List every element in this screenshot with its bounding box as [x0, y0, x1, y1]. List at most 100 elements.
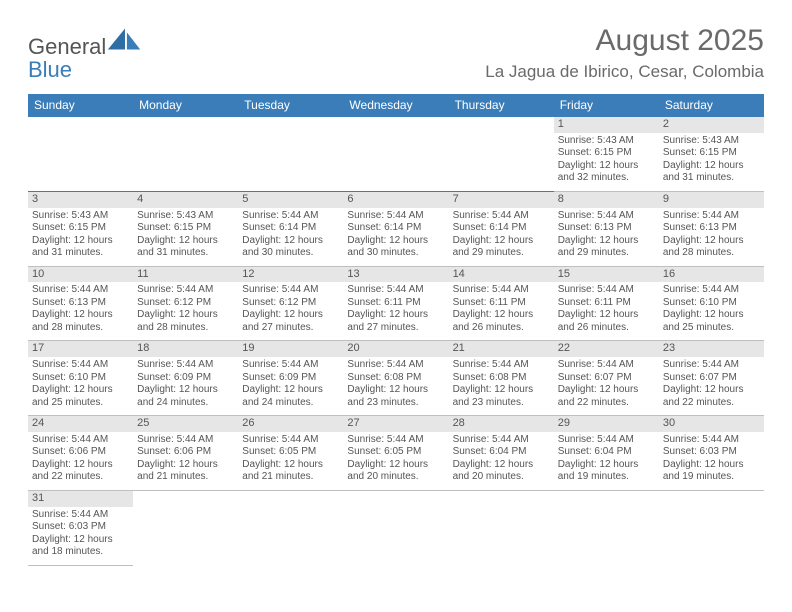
- sunset-text: Sunset: 6:05 PM: [347, 446, 444, 459]
- day-cell: 25Sunrise: 5:44 AMSunset: 6:06 PMDayligh…: [133, 416, 238, 491]
- daylight-text: Daylight: 12 hours and 28 minutes.: [663, 235, 760, 260]
- daylight-text: Daylight: 12 hours and 19 minutes.: [663, 459, 760, 484]
- day-cell: [238, 117, 343, 192]
- sunset-text: Sunset: 6:15 PM: [558, 147, 655, 160]
- day-cell: 20Sunrise: 5:44 AMSunset: 6:08 PMDayligh…: [343, 341, 448, 416]
- day-cell: 12Sunrise: 5:44 AMSunset: 6:12 PMDayligh…: [238, 266, 343, 341]
- day-number: 1: [554, 117, 659, 133]
- day-cell: 15Sunrise: 5:44 AMSunset: 6:11 PMDayligh…: [554, 266, 659, 341]
- daylight-text: Daylight: 12 hours and 30 minutes.: [347, 235, 444, 260]
- sunrise-text: Sunrise: 5:44 AM: [453, 434, 550, 447]
- daylight-text: Daylight: 12 hours and 19 minutes.: [558, 459, 655, 484]
- sunset-text: Sunset: 6:03 PM: [32, 521, 129, 534]
- day-cell: 5Sunrise: 5:44 AMSunset: 6:14 PMDaylight…: [238, 191, 343, 266]
- day-cell: 13Sunrise: 5:44 AMSunset: 6:11 PMDayligh…: [343, 266, 448, 341]
- sunrise-text: Sunrise: 5:43 AM: [663, 135, 760, 148]
- day-cell: 7 Sunrise: 5:44 AMSunset: 6:14 PMDaylight…: [449, 191, 554, 266]
- week-row: 17Sunrise: 5:44 AMSunset: 6:10 PMDayligh…: [28, 341, 764, 416]
- week-row: 24Sunrise: 5:44 AMSunset: 6:06 PMDayligh…: [28, 416, 764, 491]
- day-header: Thursday: [449, 94, 554, 117]
- daylight-text: Daylight: 12 hours and 29 minutes.: [453, 235, 550, 260]
- daylight-text: Daylight: 12 hours and 23 minutes.: [347, 384, 444, 409]
- day-number: 19: [238, 341, 343, 357]
- day-number: 28: [449, 416, 554, 432]
- sunset-text: Sunset: 6:11 PM: [453, 297, 550, 310]
- day-number: 14: [449, 267, 554, 283]
- day-cell: [659, 490, 764, 565]
- day-cell: 8Sunrise: 5:44 AMSunset: 6:13 PMDaylight…: [554, 191, 659, 266]
- sunrise-text: Sunrise: 5:44 AM: [453, 210, 550, 223]
- daylight-text: Daylight: 12 hours and 26 minutes.: [558, 309, 655, 334]
- day-number: 2: [659, 117, 764, 133]
- sunrise-text: Sunrise: 5:44 AM: [347, 284, 444, 297]
- day-number: 26: [238, 416, 343, 432]
- daylight-text: Daylight: 12 hours and 31 minutes.: [32, 235, 129, 260]
- sunset-text: Sunset: 6:06 PM: [137, 446, 234, 459]
- day-number: 10: [28, 267, 133, 283]
- day-header: Saturday: [659, 94, 764, 117]
- sunrise-text: Sunrise: 5:44 AM: [137, 434, 234, 447]
- sunrise-text: Sunrise: 5:44 AM: [663, 359, 760, 372]
- day-number: 16: [659, 267, 764, 283]
- title-block: August 2025 La Jagua de Ibirico, Cesar, …: [485, 24, 764, 82]
- day-cell: [449, 490, 554, 565]
- daylight-text: Daylight: 12 hours and 18 minutes.: [32, 534, 129, 559]
- logo: General Blue: [28, 24, 144, 81]
- daylight-text: Daylight: 12 hours and 31 minutes.: [663, 160, 760, 185]
- day-cell: 23Sunrise: 5:44 AMSunset: 6:07 PMDayligh…: [659, 341, 764, 416]
- day-header: Friday: [554, 94, 659, 117]
- day-number: 7: [449, 192, 554, 208]
- sunrise-text: Sunrise: 5:44 AM: [32, 359, 129, 372]
- day-number: 12: [238, 267, 343, 283]
- sunrise-text: Sunrise: 5:43 AM: [137, 210, 234, 223]
- daylight-text: Daylight: 12 hours and 27 minutes.: [242, 309, 339, 334]
- daylight-text: Daylight: 12 hours and 28 minutes.: [137, 309, 234, 334]
- day-number: 17: [28, 341, 133, 357]
- day-cell: 28Sunrise: 5:44 AMSunset: 6:04 PMDayligh…: [449, 416, 554, 491]
- sunrise-text: Sunrise: 5:44 AM: [347, 359, 444, 372]
- sunset-text: Sunset: 6:15 PM: [32, 222, 129, 235]
- day-cell: [343, 117, 448, 192]
- daylight-text: Daylight: 12 hours and 22 minutes.: [32, 459, 129, 484]
- daylight-text: Daylight: 12 hours and 27 minutes.: [347, 309, 444, 334]
- day-cell: 10Sunrise: 5:44 AMSunset: 6:13 PMDayligh…: [28, 266, 133, 341]
- sunset-text: Sunset: 6:14 PM: [453, 222, 550, 235]
- sunrise-text: Sunrise: 5:44 AM: [558, 359, 655, 372]
- sunset-text: Sunset: 6:15 PM: [137, 222, 234, 235]
- sunset-text: Sunset: 6:09 PM: [242, 372, 339, 385]
- day-number: 22: [554, 341, 659, 357]
- sunrise-text: Sunrise: 5:44 AM: [663, 210, 760, 223]
- day-cell: 19Sunrise: 5:44 AMSunset: 6:09 PMDayligh…: [238, 341, 343, 416]
- day-number: 9: [659, 192, 764, 208]
- day-cell: 24Sunrise: 5:44 AMSunset: 6:06 PMDayligh…: [28, 416, 133, 491]
- sunset-text: Sunset: 6:03 PM: [663, 446, 760, 459]
- daylight-text: Daylight: 12 hours and 20 minutes.: [453, 459, 550, 484]
- sunrise-text: Sunrise: 5:44 AM: [558, 210, 655, 223]
- day-cell: [133, 117, 238, 192]
- sunrise-text: Sunrise: 5:44 AM: [558, 284, 655, 297]
- daylight-text: Daylight: 12 hours and 23 minutes.: [453, 384, 550, 409]
- sunrise-text: Sunrise: 5:43 AM: [32, 210, 129, 223]
- sunrise-text: Sunrise: 5:43 AM: [558, 135, 655, 148]
- sunrise-text: Sunrise: 5:44 AM: [242, 284, 339, 297]
- day-cell: [238, 490, 343, 565]
- day-cell: 22Sunrise: 5:44 AMSunset: 6:07 PMDayligh…: [554, 341, 659, 416]
- daylight-text: Daylight: 12 hours and 25 minutes.: [32, 384, 129, 409]
- day-number: 23: [659, 341, 764, 357]
- day-number: 4: [133, 192, 238, 208]
- day-cell: 17Sunrise: 5:44 AMSunset: 6:10 PMDayligh…: [28, 341, 133, 416]
- day-number: 6: [343, 192, 448, 208]
- day-cell: 30Sunrise: 5:44 AMSunset: 6:03 PMDayligh…: [659, 416, 764, 491]
- week-row: 1Sunrise: 5:43 AMSunset: 6:15 PMDaylight…: [28, 117, 764, 192]
- daylight-text: Daylight: 12 hours and 25 minutes.: [663, 309, 760, 334]
- sunset-text: Sunset: 6:11 PM: [558, 297, 655, 310]
- day-cell: 31Sunrise: 5:44 AMSunset: 6:03 PMDayligh…: [28, 490, 133, 565]
- header: General Blue August 2025 La Jagua de Ibi…: [28, 24, 764, 82]
- sunset-text: Sunset: 6:06 PM: [32, 446, 129, 459]
- sunset-text: Sunset: 6:07 PM: [663, 372, 760, 385]
- day-cell: 3Sunrise: 5:43 AMSunset: 6:15 PMDaylight…: [28, 191, 133, 266]
- daylight-text: Daylight: 12 hours and 32 minutes.: [558, 160, 655, 185]
- sunrise-text: Sunrise: 5:44 AM: [453, 284, 550, 297]
- sunrise-text: Sunrise: 5:44 AM: [453, 359, 550, 372]
- day-header: Monday: [133, 94, 238, 117]
